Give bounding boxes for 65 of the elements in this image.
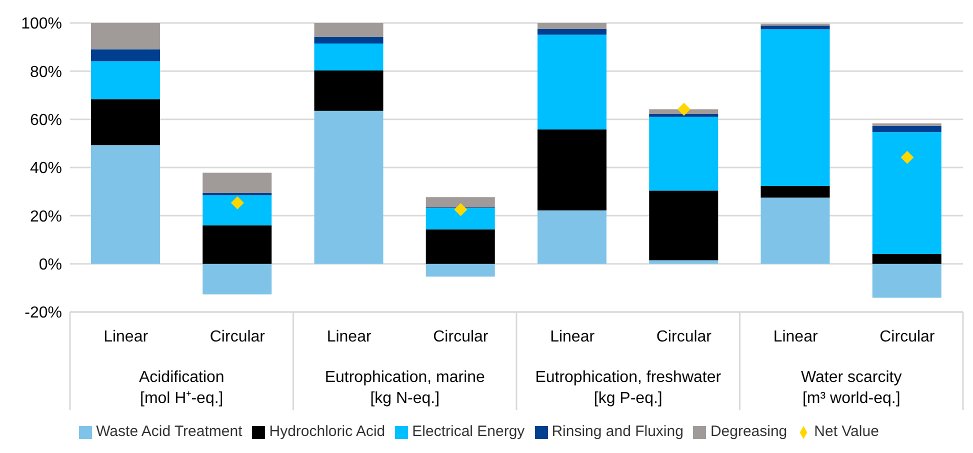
legend-label: Rinsing and Fluxing <box>552 423 684 440</box>
bar <box>202 225 272 264</box>
bar <box>649 260 718 264</box>
legend-label: Net Value <box>814 423 879 440</box>
bar <box>426 229 495 264</box>
bar <box>202 264 272 294</box>
x-tick-label: Linear <box>550 328 596 346</box>
text: Water scarcity [m³ world-eq.] <box>801 369 902 407</box>
x-tick-label: Linear <box>326 328 372 346</box>
y-tick-label: 40% <box>30 160 62 178</box>
y-tick-label: 20% <box>30 208 62 226</box>
bar <box>649 190 718 260</box>
legend-label: Electrical Energy <box>412 423 525 440</box>
bar <box>538 210 606 264</box>
bar <box>872 264 942 298</box>
bar <box>314 43 384 70</box>
bar <box>538 29 606 35</box>
bar <box>426 208 495 230</box>
x-tick-label: Linear <box>773 328 818 346</box>
text: Eutrophication, freshwater [kg P-eq.] <box>535 369 722 407</box>
bar <box>872 126 942 132</box>
bar <box>538 34 606 130</box>
bar <box>760 29 830 186</box>
point <box>230 196 244 210</box>
bar <box>760 26 830 30</box>
bar <box>760 186 830 198</box>
x-tick-label: Circular <box>210 328 266 346</box>
y-tick-label: 60% <box>30 112 62 130</box>
x-tick-label: Circular <box>880 328 936 346</box>
bar <box>538 23 606 30</box>
y-tick-label: 100% <box>21 16 62 33</box>
x-tick-label: Linear <box>104 328 149 346</box>
text: Eutrophication, marine [kg N-eq.] <box>324 369 486 407</box>
x-tick-label: Circular <box>656 328 712 346</box>
bar <box>202 172 272 194</box>
legend-label: Degreasing <box>710 423 788 440</box>
bar <box>426 264 495 277</box>
bar <box>91 145 160 264</box>
bar <box>649 114 718 117</box>
bar <box>91 61 160 100</box>
y-tick-label: 80% <box>30 64 62 81</box>
bar <box>91 49 160 62</box>
x-tick-label: Circular <box>433 328 489 346</box>
y-tick-label: -20% <box>24 304 62 322</box>
point <box>677 102 690 116</box>
bar <box>760 198 830 264</box>
legend-label: Waste Acid Treatment <box>96 423 242 440</box>
y-tick-label: 0% <box>38 256 62 274</box>
bar <box>91 99 160 146</box>
bar <box>649 116 718 191</box>
point <box>900 150 914 164</box>
point <box>454 203 468 216</box>
bar <box>426 197 495 208</box>
bar <box>91 23 160 50</box>
bar <box>872 132 942 254</box>
bar <box>314 110 384 264</box>
bar <box>314 36 384 44</box>
bar <box>202 195 272 226</box>
bar <box>314 23 384 37</box>
bar <box>314 70 384 111</box>
bar <box>872 123 942 126</box>
legend-label: Hydrochloric Acid <box>269 423 386 440</box>
bar <box>538 129 606 210</box>
text: Acidification [mol H⁺-eq.] <box>138 369 224 407</box>
bar <box>872 254 942 264</box>
